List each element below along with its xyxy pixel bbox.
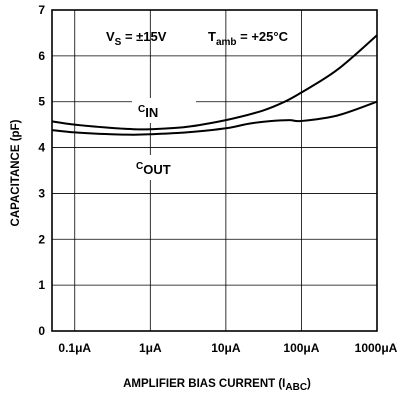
y-tick-label: 4 bbox=[38, 141, 45, 155]
y-tick-label: 6 bbox=[38, 49, 45, 63]
y-tick-labels: 0 1 2 3 4 5 6 7 bbox=[38, 3, 45, 338]
y-tick-label: 7 bbox=[38, 3, 45, 17]
cin-label-background bbox=[132, 98, 196, 123]
x-tick-label: 1000μA bbox=[355, 341, 398, 355]
ambient-temperature-annotation: Tamb = +25°C bbox=[208, 29, 289, 48]
y-tick-label: 5 bbox=[38, 95, 45, 109]
y-tick-label: 1 bbox=[38, 278, 45, 292]
plot-frame bbox=[51, 9, 378, 332]
series-line-cout bbox=[51, 100, 378, 136]
y-tick-label: 2 bbox=[38, 232, 45, 246]
x-tick-label: 0.1μA bbox=[58, 341, 91, 355]
series-curves bbox=[51, 34, 378, 136]
y-axis-label: CAPACITANCE (pF) bbox=[10, 119, 22, 226]
supply-voltage-annotation: VS = ±15V bbox=[106, 29, 167, 48]
y-tick-label: 3 bbox=[38, 186, 45, 200]
grid-lines bbox=[52, 10, 377, 331]
x-tick-label: 1μA bbox=[139, 341, 162, 355]
x-axis-label: AMPLIFIER BIAS CURRENT (IABC) bbox=[123, 378, 311, 393]
y-tick-label: 0 bbox=[38, 324, 45, 338]
series-label-cin: CIN bbox=[138, 104, 158, 120]
x-tick-label: 10μA bbox=[211, 341, 241, 355]
x-tick-labels: 0.1μA 1μA 10μA 100μA 1000μA bbox=[58, 341, 397, 355]
cout-label-background bbox=[132, 155, 202, 180]
x-tick-label: 100μA bbox=[283, 341, 319, 355]
series-label-cout: COUT bbox=[136, 161, 171, 177]
series-line-cin bbox=[51, 34, 378, 131]
